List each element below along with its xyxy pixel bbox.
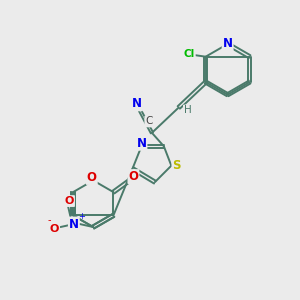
Text: C: C (145, 116, 153, 127)
Text: N: N (223, 38, 232, 50)
Text: O: O (87, 171, 97, 184)
Text: S: S (172, 159, 181, 172)
Text: N: N (136, 137, 146, 150)
Text: +: + (78, 212, 85, 221)
Text: O: O (50, 224, 59, 233)
Text: H: H (184, 105, 192, 116)
Text: -: - (48, 215, 51, 225)
Text: O: O (65, 196, 74, 206)
Text: O: O (128, 170, 138, 183)
Text: N: N (69, 218, 79, 231)
Text: Cl: Cl (184, 49, 195, 59)
Text: N: N (132, 98, 142, 110)
